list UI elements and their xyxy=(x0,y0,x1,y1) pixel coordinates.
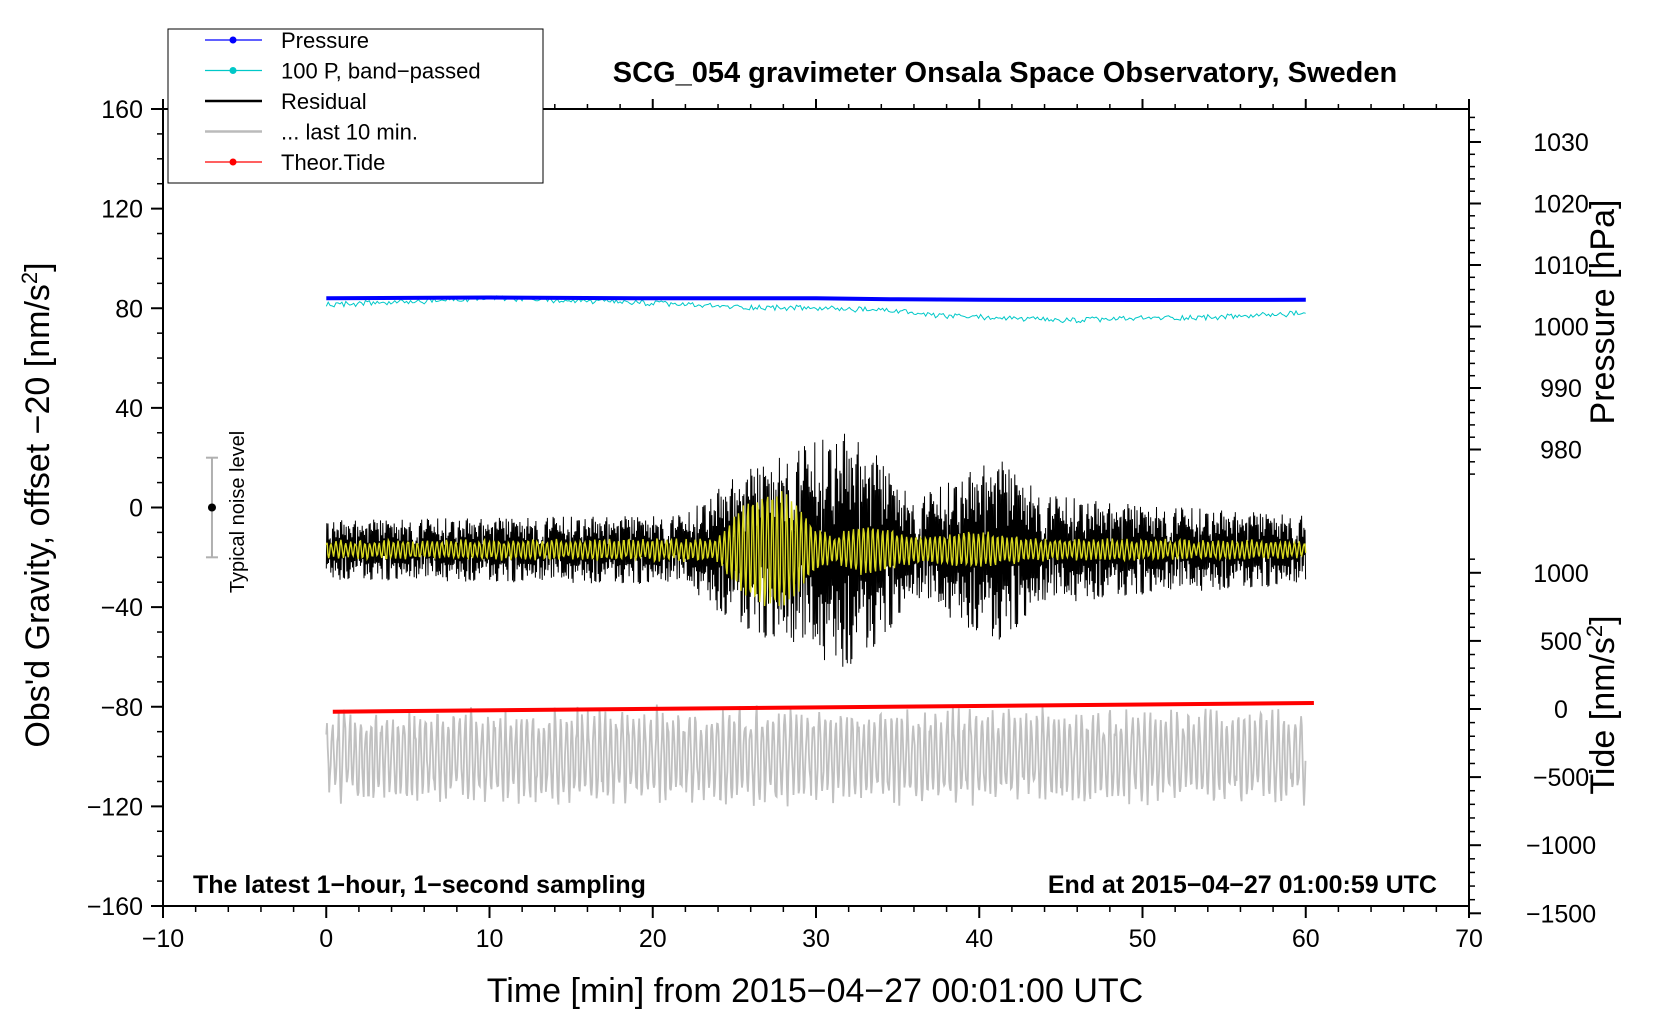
y-tick-label: −160 xyxy=(87,893,143,921)
y-axis-ticks: 160 120 80 40 0 −40 −80 −120 −160 xyxy=(87,96,163,921)
y-tick-label: 120 xyxy=(101,196,143,224)
pressure-tick-label: 980 xyxy=(1540,437,1582,465)
tide-axis-ticks: 1000 500 0 −500 −1000 −1500 xyxy=(1469,558,1596,928)
pressure-axis-ticks: 1030 1020 1010 1000 990 980 xyxy=(1469,116,1589,475)
y-tick-label: 160 xyxy=(101,96,143,124)
pressure-tick-label: 1010 xyxy=(1533,252,1589,280)
y-tick-label: −80 xyxy=(101,694,143,722)
legend-swatch-marker xyxy=(229,36,237,44)
x-tick-label: 30 xyxy=(802,925,830,953)
tide-axis-title-main: Tide [nm/s xyxy=(1584,637,1622,794)
y-tick-label: −120 xyxy=(87,793,143,821)
x-tick-label: 20 xyxy=(639,925,667,953)
tide-tick-label: 500 xyxy=(1540,628,1582,656)
x-tick-label: 50 xyxy=(1129,925,1157,953)
y-axis-title-left: Obs'd Gravity, offset −20 [nm/s2] xyxy=(17,262,57,747)
series-residual xyxy=(325,433,1307,667)
tide-tick-label: 0 xyxy=(1554,696,1568,724)
annotation-end-time: End at 2015−04−27 01:00:59 UTC xyxy=(1048,871,1437,899)
x-axis-title: Time [min] from 2015−04−27 00:01:00 UTC xyxy=(487,972,1143,1010)
legend-swatch-marker xyxy=(229,67,237,74)
tide-axis-title: Tide [nm/s2] xyxy=(1582,615,1622,794)
pressure-tick-label: 1030 xyxy=(1533,129,1589,157)
noise-label: Typical noise level xyxy=(227,431,249,593)
pressure-tick-label: 990 xyxy=(1540,375,1582,403)
y-tick-label: 0 xyxy=(129,495,143,523)
y-axis-title-left-main: Obs'd Gravity, offset −20 [nm/s xyxy=(19,284,57,747)
tide-tick-label: −1000 xyxy=(1526,832,1596,860)
y-axis-title-left-sup: 2 xyxy=(17,272,42,284)
x-tick-label: 0 xyxy=(319,925,333,953)
tide-axis-title-sup: 2 xyxy=(1582,625,1607,637)
legend-label: Theor.Tide xyxy=(281,150,385,175)
y-axis-title-left-close: ] xyxy=(19,262,57,271)
legend-label: Residual xyxy=(281,89,367,114)
legend: Pressure 100 P, band−passed Residual ... la… xyxy=(205,28,481,175)
noise-bar-center-dot xyxy=(207,503,216,512)
x-tick-label: 70 xyxy=(1455,925,1483,953)
pressure-tick-label: 1020 xyxy=(1533,191,1589,219)
chart-title: SCG_054 gravimeter Onsala Space Observat… xyxy=(613,57,1397,89)
legend-label: 100 P, band−passed xyxy=(281,59,481,84)
legend-swatch-marker xyxy=(229,158,237,166)
series-pressure xyxy=(326,295,1306,303)
x-tick-label: −10 xyxy=(142,925,184,953)
y-tick-label: 80 xyxy=(115,295,143,323)
noise-level-bar xyxy=(205,456,218,559)
pressure-axis-title: Pressure [hPa] xyxy=(1584,200,1622,425)
series-layer xyxy=(325,295,1314,807)
tide-tick-label: 1000 xyxy=(1533,560,1589,588)
series-theoretical-tide xyxy=(332,701,1314,714)
x-axis-ticks: −10 0 10 20 30 40 50 60 70 xyxy=(142,99,1483,953)
tide-tick-label: −1500 xyxy=(1526,900,1596,928)
series-last-10-min xyxy=(325,704,1307,807)
annotation-sampling: The latest 1−hour, 1−second sampling xyxy=(193,871,646,899)
pressure-tick-label: 1000 xyxy=(1533,314,1589,342)
series-residual-smoothed xyxy=(325,491,1307,607)
legend-box xyxy=(167,28,544,184)
y-tick-label: −40 xyxy=(101,594,143,622)
x-tick-label: 40 xyxy=(965,925,993,953)
legend-label: Pressure xyxy=(281,28,369,53)
tide-tick-label: −500 xyxy=(1533,764,1589,792)
x-tick-label: 60 xyxy=(1292,925,1320,953)
x-tick-label: 10 xyxy=(476,925,504,953)
tide-axis-title-close: ] xyxy=(1584,615,1622,624)
legend-label: ... last 10 min. xyxy=(281,120,418,145)
y-tick-label: 40 xyxy=(115,395,143,423)
